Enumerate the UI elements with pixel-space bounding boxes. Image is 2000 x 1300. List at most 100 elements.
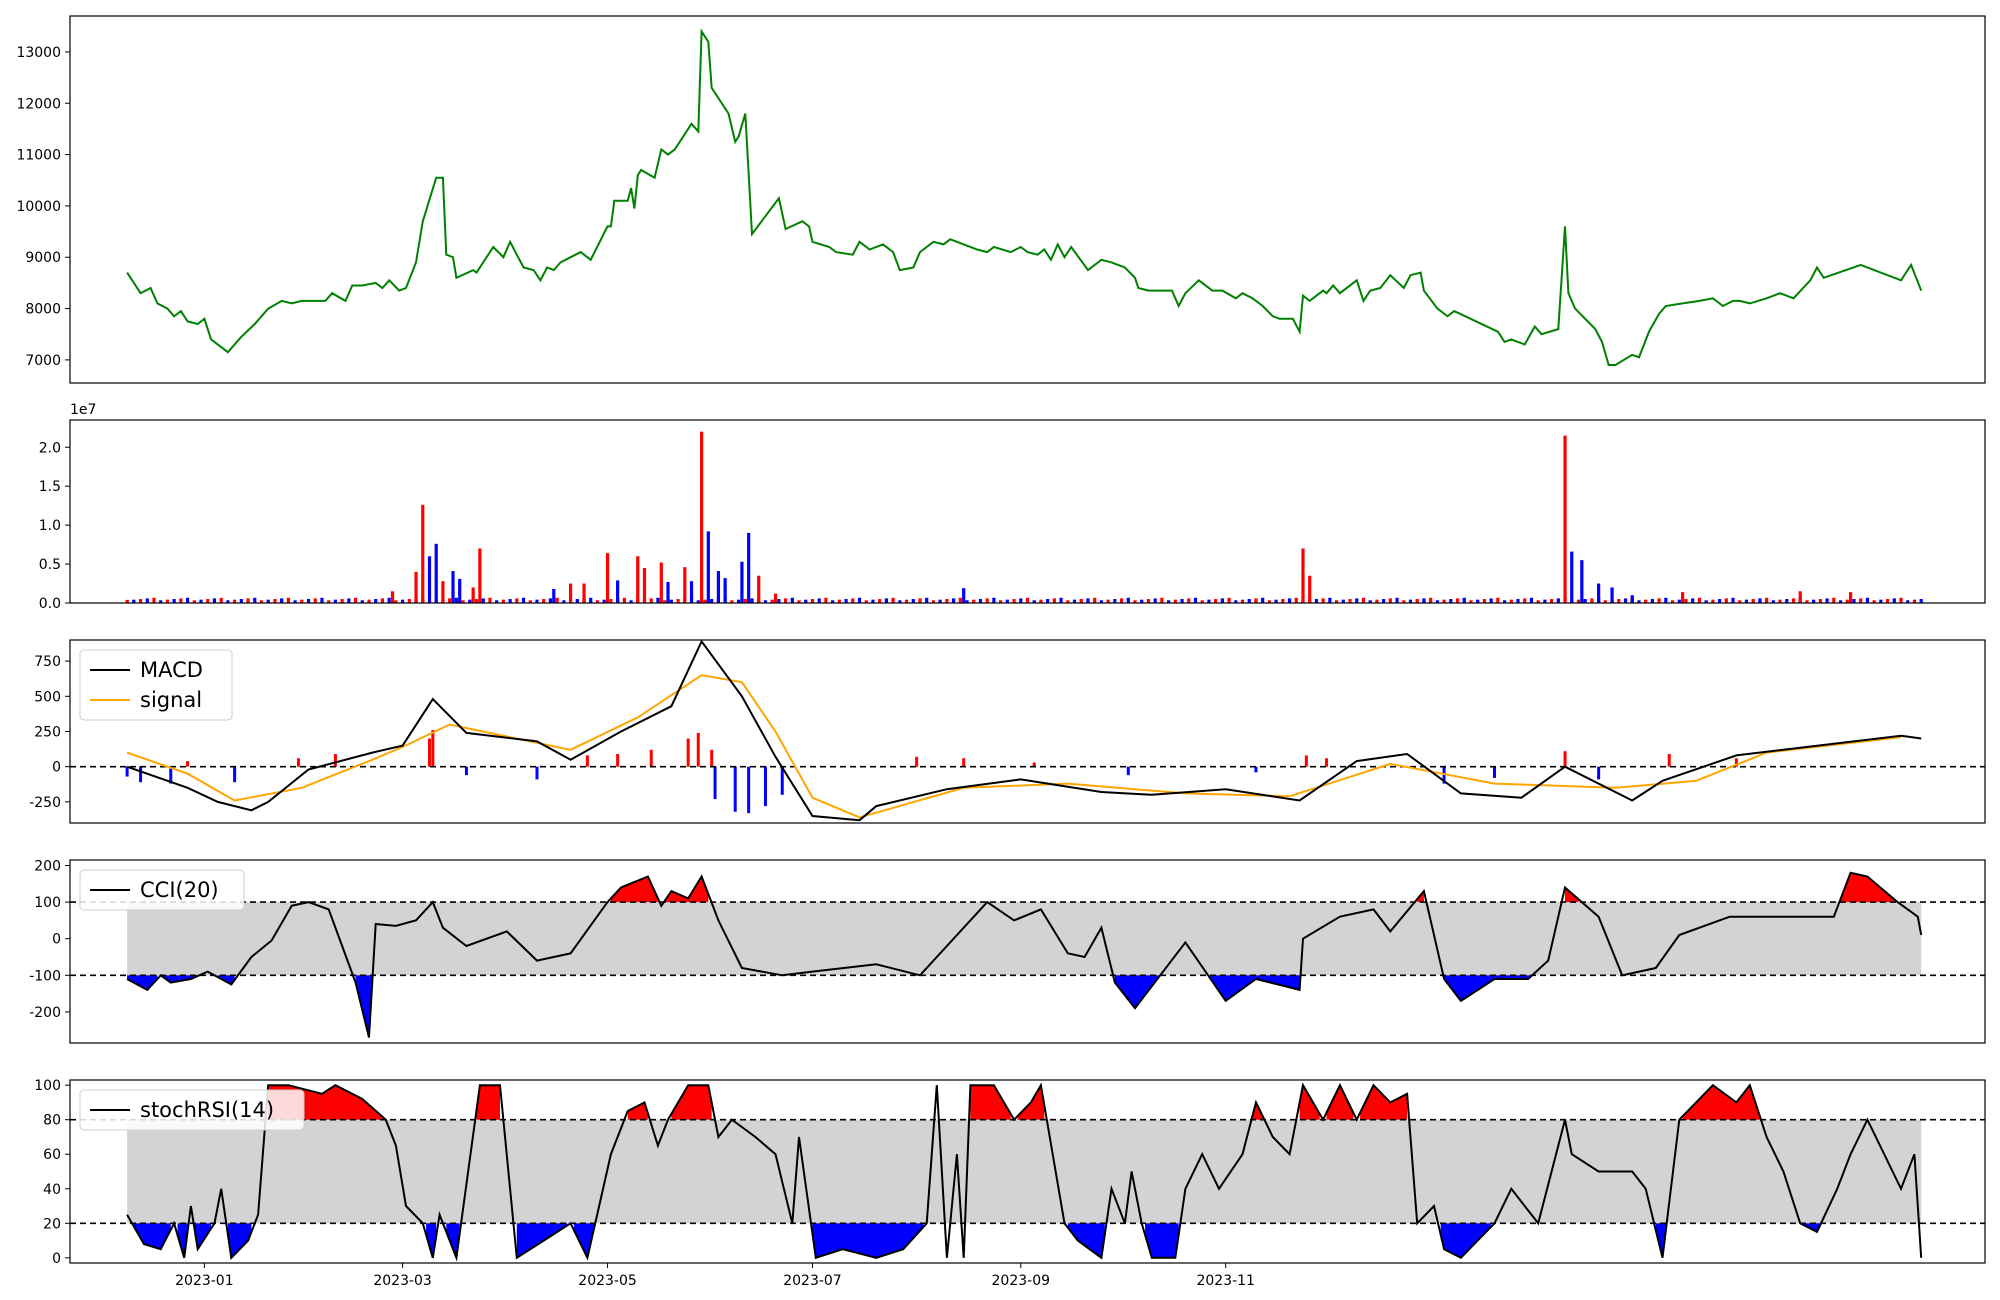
volume-bar-down [552,588,556,603]
volume-bar-small [857,597,862,603]
volume-bar-small [1677,599,1681,603]
macd-hist-up [333,754,337,767]
volume-bar-small [1852,599,1856,603]
volume-bar-small [1012,599,1016,603]
volume-bar-small [1140,599,1144,603]
cci-ytick-label: 0 [52,932,61,948]
volume-bar-small [454,597,458,603]
volume-bar-small [851,598,855,603]
macd-hist-up [1563,751,1567,767]
macd-hist-up [649,749,653,767]
stochrsi-line [126,1082,1923,1262]
legend-box [79,1089,305,1131]
volume-bar-small [1052,598,1056,603]
volume-bar-small [1261,597,1265,603]
volume-bar-small [233,599,237,603]
volume-bar-small [750,598,754,603]
volume-bar-down [1570,551,1574,603]
macd-ytick-label: 0 [52,760,61,776]
volume-bar-small [1167,600,1171,603]
volume-bar-small [1274,599,1278,603]
volume-bar-small [387,597,391,603]
macd-ytick-label: 250 [34,725,61,741]
volume-bar-small [1751,599,1755,603]
volume-bar-small [1025,597,1030,603]
volume-bar-small [1644,599,1648,603]
stochrsi-oversold-fill [1440,1223,1492,1258]
volume-bar-small [280,598,284,603]
volume-bar-small [508,599,512,603]
x-tick-label: 2023-09 [992,1273,1051,1289]
volume-bar-small [1731,597,1735,603]
volume-bar-small [1449,599,1453,603]
price-ytick-label: 10000 [16,199,61,215]
volume-bar-small [1476,599,1480,603]
volume-bar-small [1617,599,1621,603]
volume-bar-small [327,600,331,603]
volume-bar-up [1563,435,1567,603]
volume-bar-small [1314,599,1319,603]
macd-hist-down [713,766,717,800]
macd-hist-up [710,749,714,767]
volume-bar-small [844,599,848,603]
volume-bar-small [1684,599,1688,603]
macd-ytick-label: 750 [34,654,61,670]
macd-line [126,639,1922,822]
volume-bar-small [1691,598,1695,603]
volume-bar-small [1341,599,1345,603]
volume-bar-small [1489,598,1493,603]
volume-bar-small [1885,599,1890,603]
volume-bar-small [1657,598,1661,603]
cci-ytick-label: 100 [34,895,61,911]
volume-bar-small [1664,597,1668,603]
macd-hist-down [780,766,784,795]
volume-bar-small [1879,599,1883,603]
volume-bar-small [1395,597,1399,603]
volume-bar-small [649,598,653,603]
volume-bar-small [192,600,196,603]
volume-bar-small [1402,600,1406,603]
volume-bar-small [1361,597,1366,603]
price-ytick-label: 7000 [25,353,61,369]
volume-bar-small [1032,600,1036,603]
volume-bar-small [1287,598,1292,603]
volume-bar-small [367,599,371,603]
volume-bar-small [1462,597,1466,603]
volume-bar-small [401,599,405,603]
volume-bar-small [1650,599,1654,603]
volume-bar-small [535,599,539,603]
signal-line [126,674,1902,819]
volume-bar-small [1187,598,1191,603]
stochrsi-overbought-fill [627,1102,648,1120]
volume-bar-small [1415,599,1419,603]
volume-bar-small [1832,597,1836,603]
price-ytick-label: 11000 [16,148,61,164]
volume-bar-up [582,583,586,603]
volume-bar-small [1086,598,1090,603]
volume-bar-small [1200,600,1204,603]
volume-bar-small [1523,598,1527,603]
volume-bar-small [1429,597,1433,603]
volume-bar-small [1912,599,1917,603]
macd-hist-up [585,755,589,767]
volume-bar-small [1247,599,1251,603]
volume-bar-small [770,599,774,603]
volume-bar-small [1254,598,1258,603]
volume-bar-small [965,600,969,603]
x-tick-label: 2023-07 [783,1273,842,1289]
volume-bar-small [696,600,700,603]
cci-band-fill [127,902,1922,976]
price-ytick-label: 9000 [25,250,61,266]
volume-bar-up [700,431,704,603]
volume-bar-small [1838,600,1843,603]
legend-box [79,869,245,911]
volume-bar-down [723,578,727,603]
cci-oversold-fill [1114,975,1159,1009]
volume-bar-small [138,599,143,603]
macd-hist-down [747,766,751,814]
volume-bar-small [1328,597,1332,603]
stochrsi-overbought-fill [1326,1085,1354,1120]
volume-bar-down [747,532,751,603]
x-tick-label: 2023-03 [373,1273,432,1289]
volume-bar-small [972,599,976,603]
